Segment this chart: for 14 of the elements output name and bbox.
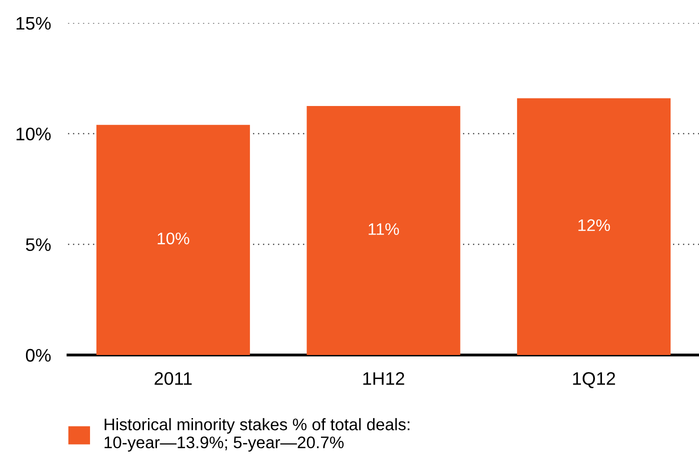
y-tick-label: 0% [26,348,51,362]
y-tick-label: 10% [16,128,51,140]
data-label: 12% [578,219,610,232]
bar [517,98,671,355]
x-tick-label: 1Q12 [573,372,616,388]
legend-label: Historical minority stakes % of total deals: 10-year—13.9%; 5-year—20.7% [104,418,410,452]
y-tick-label: 5% [26,238,51,252]
data-label: 11% [368,223,399,235]
data-label: 10% [158,232,190,244]
bar [96,124,250,355]
bar [306,106,460,355]
y-tick-label: 15% [16,17,51,30]
x-tick-label: 1H12 [363,372,404,385]
x-tick-label: 2011 [154,372,192,385]
